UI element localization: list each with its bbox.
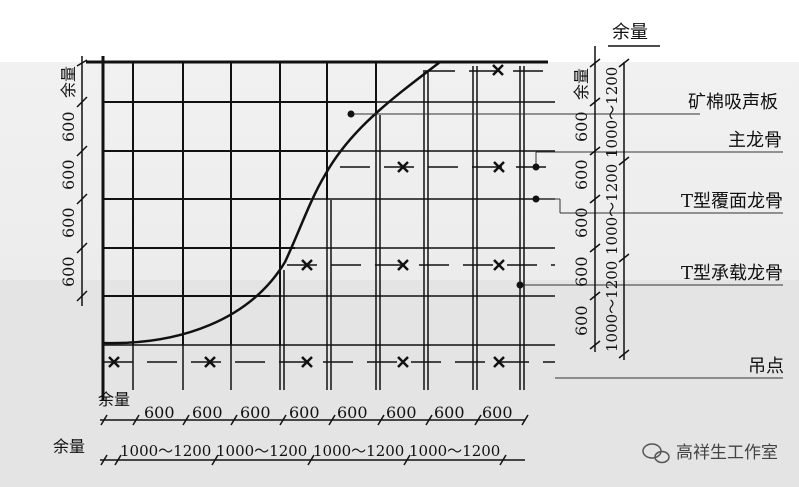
right-dimension-lines bbox=[589, 45, 660, 360]
bottom-dim-1: 600 bbox=[144, 403, 175, 422]
label-t-cover-keel: T型覆面龙骨 bbox=[681, 191, 783, 212]
bottom-dim-2: 600 bbox=[192, 403, 223, 422]
break-curve bbox=[102, 61, 441, 345]
bottom-dimension-lines bbox=[100, 414, 529, 466]
allowance-top-label: 余量 bbox=[612, 22, 648, 43]
right-dim-3: 600 bbox=[572, 207, 591, 238]
hanging-point-marks bbox=[108, 64, 505, 368]
main-keel-dashes bbox=[103, 70, 555, 363]
left-dimension-line bbox=[76, 56, 88, 306]
bottom-dim-6: 600 bbox=[386, 403, 417, 422]
label-mineral-wool-board: 矿棉吸声板 bbox=[688, 92, 778, 113]
left-dim-4: 600 bbox=[59, 256, 78, 287]
left-dim-3: 600 bbox=[59, 207, 78, 238]
right-range-2: 1000～1200 bbox=[603, 164, 621, 255]
allowance-bottom-label: 余量 bbox=[53, 437, 85, 456]
bottom-dim-3: 600 bbox=[240, 403, 271, 422]
bottom-range-3: 1000～1200 bbox=[313, 442, 404, 460]
bottom-range-1: 1000～1200 bbox=[120, 442, 211, 460]
leader-lines bbox=[351, 113, 783, 379]
bottom-range-2: 1000～1200 bbox=[216, 442, 307, 460]
right-dim-1: 600 bbox=[572, 111, 591, 142]
bottom-dim-7: 600 bbox=[434, 403, 465, 422]
bottom-dim-8: 600 bbox=[482, 403, 513, 422]
left-dim-1: 600 bbox=[59, 111, 78, 142]
right-range-1: 1000～1200 bbox=[603, 67, 621, 158]
bottom-range-4: 1000～1200 bbox=[409, 442, 500, 460]
right-dim-5: 600 bbox=[572, 305, 591, 336]
allowance-bottom-left-label: 余量 bbox=[98, 390, 130, 409]
keel-lines bbox=[103, 66, 555, 390]
label-t-bearing-keel: T型承载龙骨 bbox=[681, 263, 783, 284]
right-dim-2: 600 bbox=[572, 159, 591, 190]
allowance-left-label: 余量 bbox=[59, 66, 78, 98]
watermark-text: 高祥生工作室 bbox=[676, 443, 778, 463]
label-main-keel: 主龙骨 bbox=[728, 130, 782, 151]
allowance-right-label: 余量 bbox=[572, 68, 591, 100]
leader-dots bbox=[347, 110, 540, 289]
wechat-icon bbox=[642, 443, 670, 464]
left-dim-2: 600 bbox=[59, 159, 78, 190]
bottom-dim-5: 600 bbox=[337, 403, 368, 422]
right-range-3: 1000～1200 bbox=[603, 261, 621, 352]
label-hanging-point: 吊点 bbox=[748, 356, 784, 377]
bottom-dim-4: 600 bbox=[289, 403, 320, 422]
right-dim-4: 600 bbox=[572, 256, 591, 287]
board-grid bbox=[103, 62, 377, 345]
